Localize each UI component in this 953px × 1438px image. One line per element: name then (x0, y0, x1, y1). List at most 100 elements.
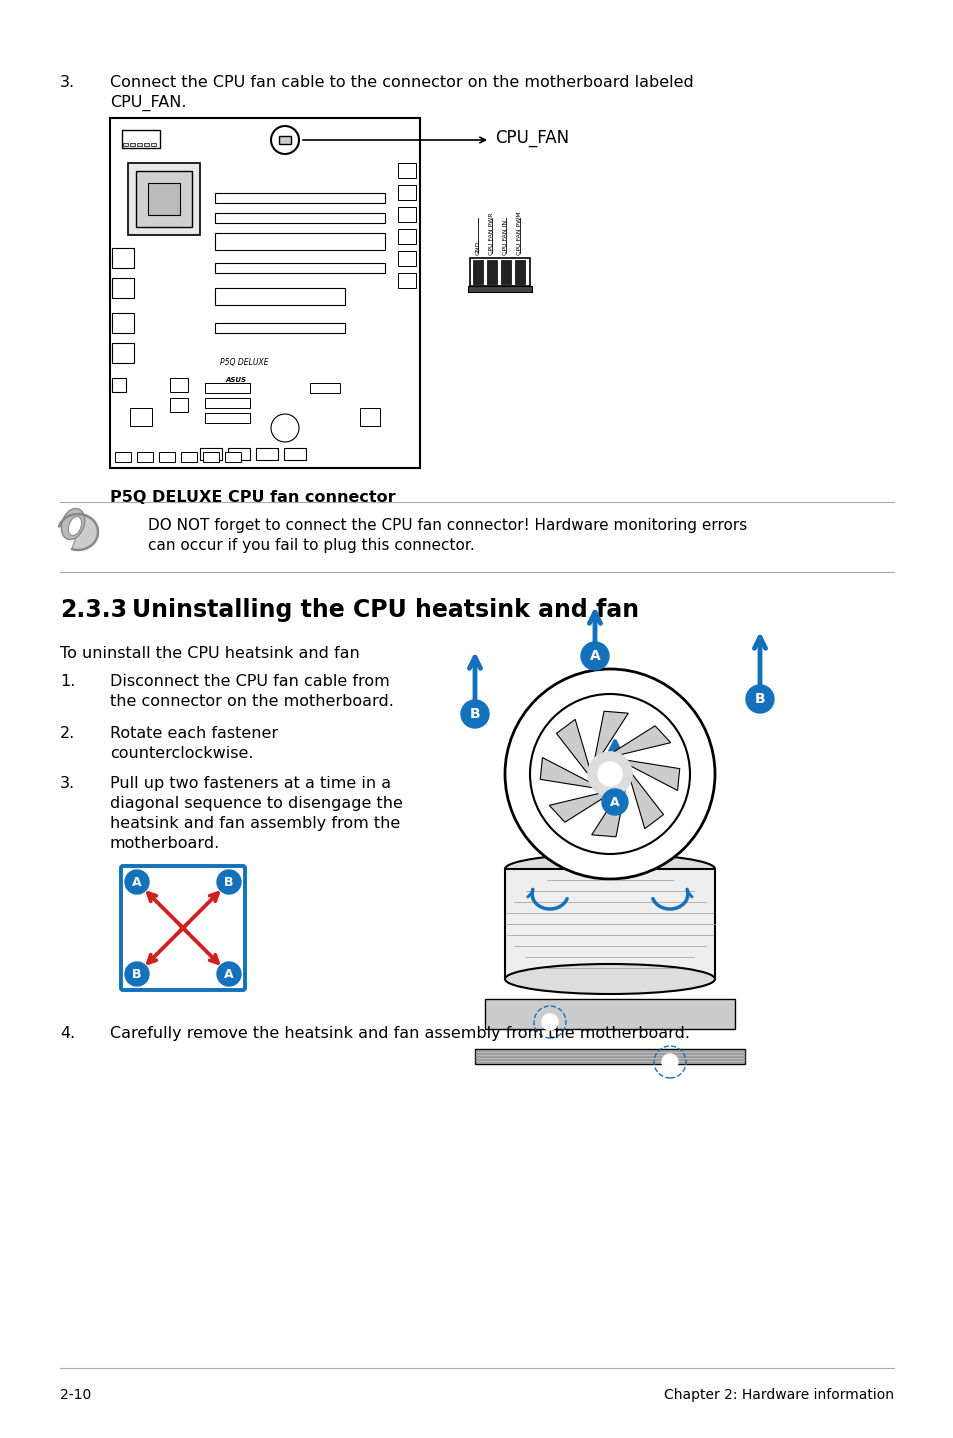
Text: A: A (589, 649, 599, 663)
Text: motherboard.: motherboard. (110, 835, 220, 851)
Bar (228, 449, 250, 460)
Text: Uninstalling the CPU heatsink and fan: Uninstalling the CPU heatsink and fan (132, 598, 639, 623)
Circle shape (216, 870, 241, 894)
Bar (130, 408, 152, 426)
Bar (110, 118, 419, 467)
Bar (214, 263, 385, 273)
Bar (475, 1048, 744, 1064)
Polygon shape (630, 774, 663, 828)
Text: 2.: 2. (60, 726, 75, 741)
Bar (397, 162, 416, 178)
Bar (484, 999, 734, 1030)
Bar (214, 324, 345, 334)
Text: ASUS: ASUS (225, 377, 246, 383)
Bar (136, 171, 192, 227)
Text: 3.: 3. (60, 777, 75, 791)
Text: CPU FAN PWM: CPU FAN PWM (517, 211, 522, 255)
Text: Chapter 2: Hardware information: Chapter 2: Hardware information (663, 1388, 893, 1402)
Bar (112, 313, 133, 334)
Bar (203, 452, 219, 462)
Text: Carefully remove the heatsink and fan assembly from the motherboard.: Carefully remove the heatsink and fan as… (110, 1025, 689, 1041)
Bar (112, 247, 133, 267)
Text: P5Q DELUXE: P5Q DELUXE (220, 358, 269, 368)
Polygon shape (591, 788, 625, 837)
Text: Connect the CPU fan cable to the connector on the motherboard labeled: Connect the CPU fan cable to the connect… (110, 75, 693, 91)
Text: CPU FAN PWR: CPU FAN PWR (489, 213, 494, 255)
Bar (500, 260, 511, 283)
Ellipse shape (61, 509, 85, 539)
Bar (473, 260, 482, 283)
Bar (130, 142, 135, 147)
Ellipse shape (504, 963, 714, 994)
Text: 1.: 1. (60, 674, 75, 689)
Text: counterclockwise.: counterclockwise. (110, 746, 253, 761)
Circle shape (580, 641, 608, 670)
Circle shape (460, 700, 489, 728)
Bar (468, 286, 532, 292)
Text: DO NOT forget to connect the CPU fan connector! Hardware monitoring errors: DO NOT forget to connect the CPU fan con… (148, 518, 746, 533)
Text: 2.3.3: 2.3.3 (60, 598, 127, 623)
Circle shape (125, 962, 149, 986)
Bar (205, 383, 250, 393)
Bar (115, 452, 131, 462)
Bar (214, 233, 385, 250)
Polygon shape (609, 726, 670, 755)
Text: Rotate each fastener: Rotate each fastener (110, 726, 278, 741)
Circle shape (587, 752, 631, 797)
Text: can occur if you fail to plug this connector.: can occur if you fail to plug this conne… (148, 538, 475, 554)
Polygon shape (59, 513, 98, 549)
FancyBboxPatch shape (121, 866, 245, 989)
Text: P5Q DELUXE CPU fan connector: P5Q DELUXE CPU fan connector (110, 490, 395, 505)
Text: CPU_FAN.: CPU_FAN. (110, 95, 186, 111)
Text: B: B (224, 876, 233, 889)
Text: B: B (132, 968, 142, 981)
Text: B: B (469, 707, 479, 720)
Text: To uninstall the CPU heatsink and fan: To uninstall the CPU heatsink and fan (60, 646, 359, 661)
Circle shape (601, 789, 627, 815)
Text: Disconnect the CPU fan cable from: Disconnect the CPU fan cable from (110, 674, 390, 689)
Ellipse shape (69, 516, 82, 535)
Polygon shape (625, 761, 679, 791)
Text: the connector on the motherboard.: the connector on the motherboard. (110, 695, 394, 709)
Ellipse shape (530, 695, 689, 854)
Bar (397, 207, 416, 221)
Bar (255, 449, 277, 460)
Polygon shape (594, 712, 628, 761)
Circle shape (598, 762, 621, 787)
Bar (359, 408, 379, 426)
Bar (159, 452, 174, 462)
Bar (144, 142, 149, 147)
Circle shape (216, 962, 241, 986)
Circle shape (271, 127, 298, 154)
Text: CPU_FAN: CPU_FAN (495, 129, 569, 147)
Bar (128, 162, 200, 234)
Circle shape (661, 1054, 678, 1070)
Bar (200, 449, 222, 460)
Text: 2-10: 2-10 (60, 1388, 91, 1402)
Text: heatsink and fan assembly from the: heatsink and fan assembly from the (110, 815, 400, 831)
Bar (205, 413, 250, 423)
Bar (123, 142, 128, 147)
Text: B: B (754, 692, 764, 706)
Polygon shape (556, 719, 589, 774)
Text: A: A (610, 795, 619, 808)
Text: diagonal sequence to disengage the: diagonal sequence to disengage the (110, 797, 402, 811)
Text: Pull up two fasteners at a time in a: Pull up two fasteners at a time in a (110, 777, 391, 791)
Bar (397, 229, 416, 244)
Bar (137, 142, 142, 147)
Bar (284, 449, 306, 460)
Text: GND: GND (475, 240, 480, 255)
Ellipse shape (504, 854, 714, 884)
Bar (278, 137, 291, 144)
Bar (122, 129, 160, 148)
Bar (486, 260, 497, 283)
Text: 3.: 3. (60, 75, 75, 91)
Bar (470, 257, 530, 286)
Bar (170, 398, 188, 413)
Text: A: A (224, 968, 233, 981)
Polygon shape (549, 792, 609, 823)
Bar (112, 378, 126, 393)
Bar (148, 183, 180, 216)
Circle shape (271, 414, 298, 441)
Bar (112, 278, 133, 298)
